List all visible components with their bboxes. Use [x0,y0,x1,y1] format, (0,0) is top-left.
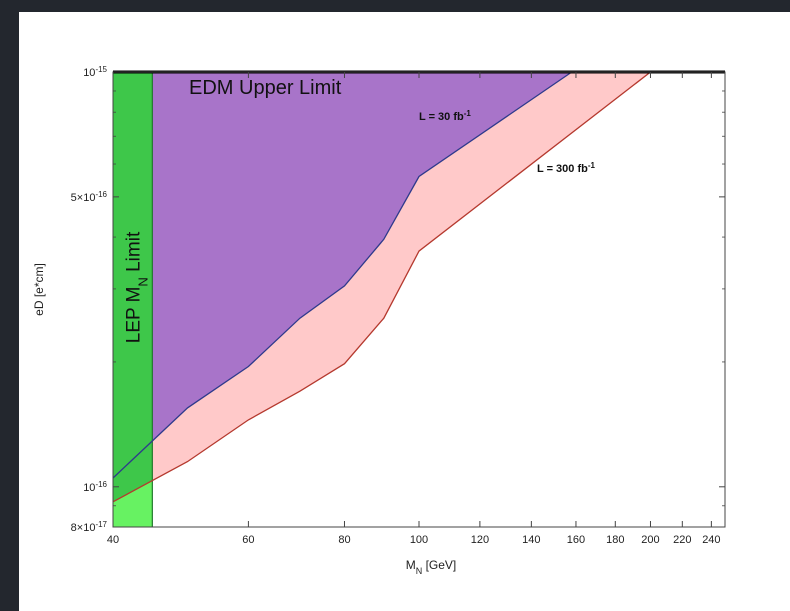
lep-limit-lower-band [113,480,153,527]
curve-300 [112,71,651,503]
x-tick-label: 40 [107,534,119,546]
x-axis-title: MN [GeV] [406,558,457,576]
y-tick-label: 8×10-17 [71,520,108,535]
lep-limit-label: LEP MN Limit [124,231,150,343]
x-tick-label: 120 [471,534,489,546]
y-tick-exponent: -15 [95,65,107,74]
x-tick-label: 100 [410,534,428,546]
x-tick-label: 140 [522,534,540,546]
x-tick-label: 200 [641,534,659,546]
series-label-30-text: L = 30 fb [419,111,464,123]
sensitivity-region-30 [113,72,572,478]
y-tick-mantissa: 8×10 [71,522,96,534]
edm-chart: 40 60 80 100 120 140 160 180 200 220 24010-155×10-… [32,65,726,576]
series-label-30: L = 30 fb-1 [419,109,471,124]
x-tick-label: 180 [606,534,624,546]
series-label-300-text: L = 300 fb [537,163,588,175]
x-tick-label: 220 [673,534,691,546]
y-tick-exponent: -16 [95,479,107,488]
y-tick-mantissa: 10 [83,67,95,79]
y-tick-mantissa: 5×10 [71,192,96,204]
y-axis-title: eD [e*cm] [32,263,46,316]
x-axis-title-sub: N [416,566,423,576]
x-tick-label: 160 [567,534,585,546]
x-axis-title-main: M [406,558,416,572]
x-tick-label: 80 [338,534,350,546]
curve-30 [112,71,573,479]
lep-limit-band [113,72,153,527]
figure-panel: 40 60 80 100 120 140 160 180 200 220 240 10-15 5×10-… [19,12,790,611]
y-tick-exponent: -16 [95,189,107,198]
series-label-300: L = 300 fb-1 [537,161,596,176]
lep-limit-label-sub: N [135,277,150,286]
y-tick-label: 10-16 [83,479,107,494]
y-tick-exponent: -17 [95,520,107,529]
lep-limit-label-a: LEP M [124,287,145,344]
edm-limit-label: EDM Upper Limit [189,77,342,99]
series-label-30-sup: -1 [464,109,472,118]
y-tick-label: 5×10-16 [71,189,108,204]
lep-limit-label-b: Limit [124,231,145,277]
sensitivity-band-300 [113,72,651,502]
x-tick-label: 240 [702,534,720,546]
series-label-300-sup: -1 [588,161,596,170]
x-tick-label: 60 [242,534,254,546]
y-tick-mantissa: 10 [83,482,95,494]
y-tick-label: 10-15 [83,65,107,80]
x-axis-title-unit: [GeV] [422,558,456,572]
